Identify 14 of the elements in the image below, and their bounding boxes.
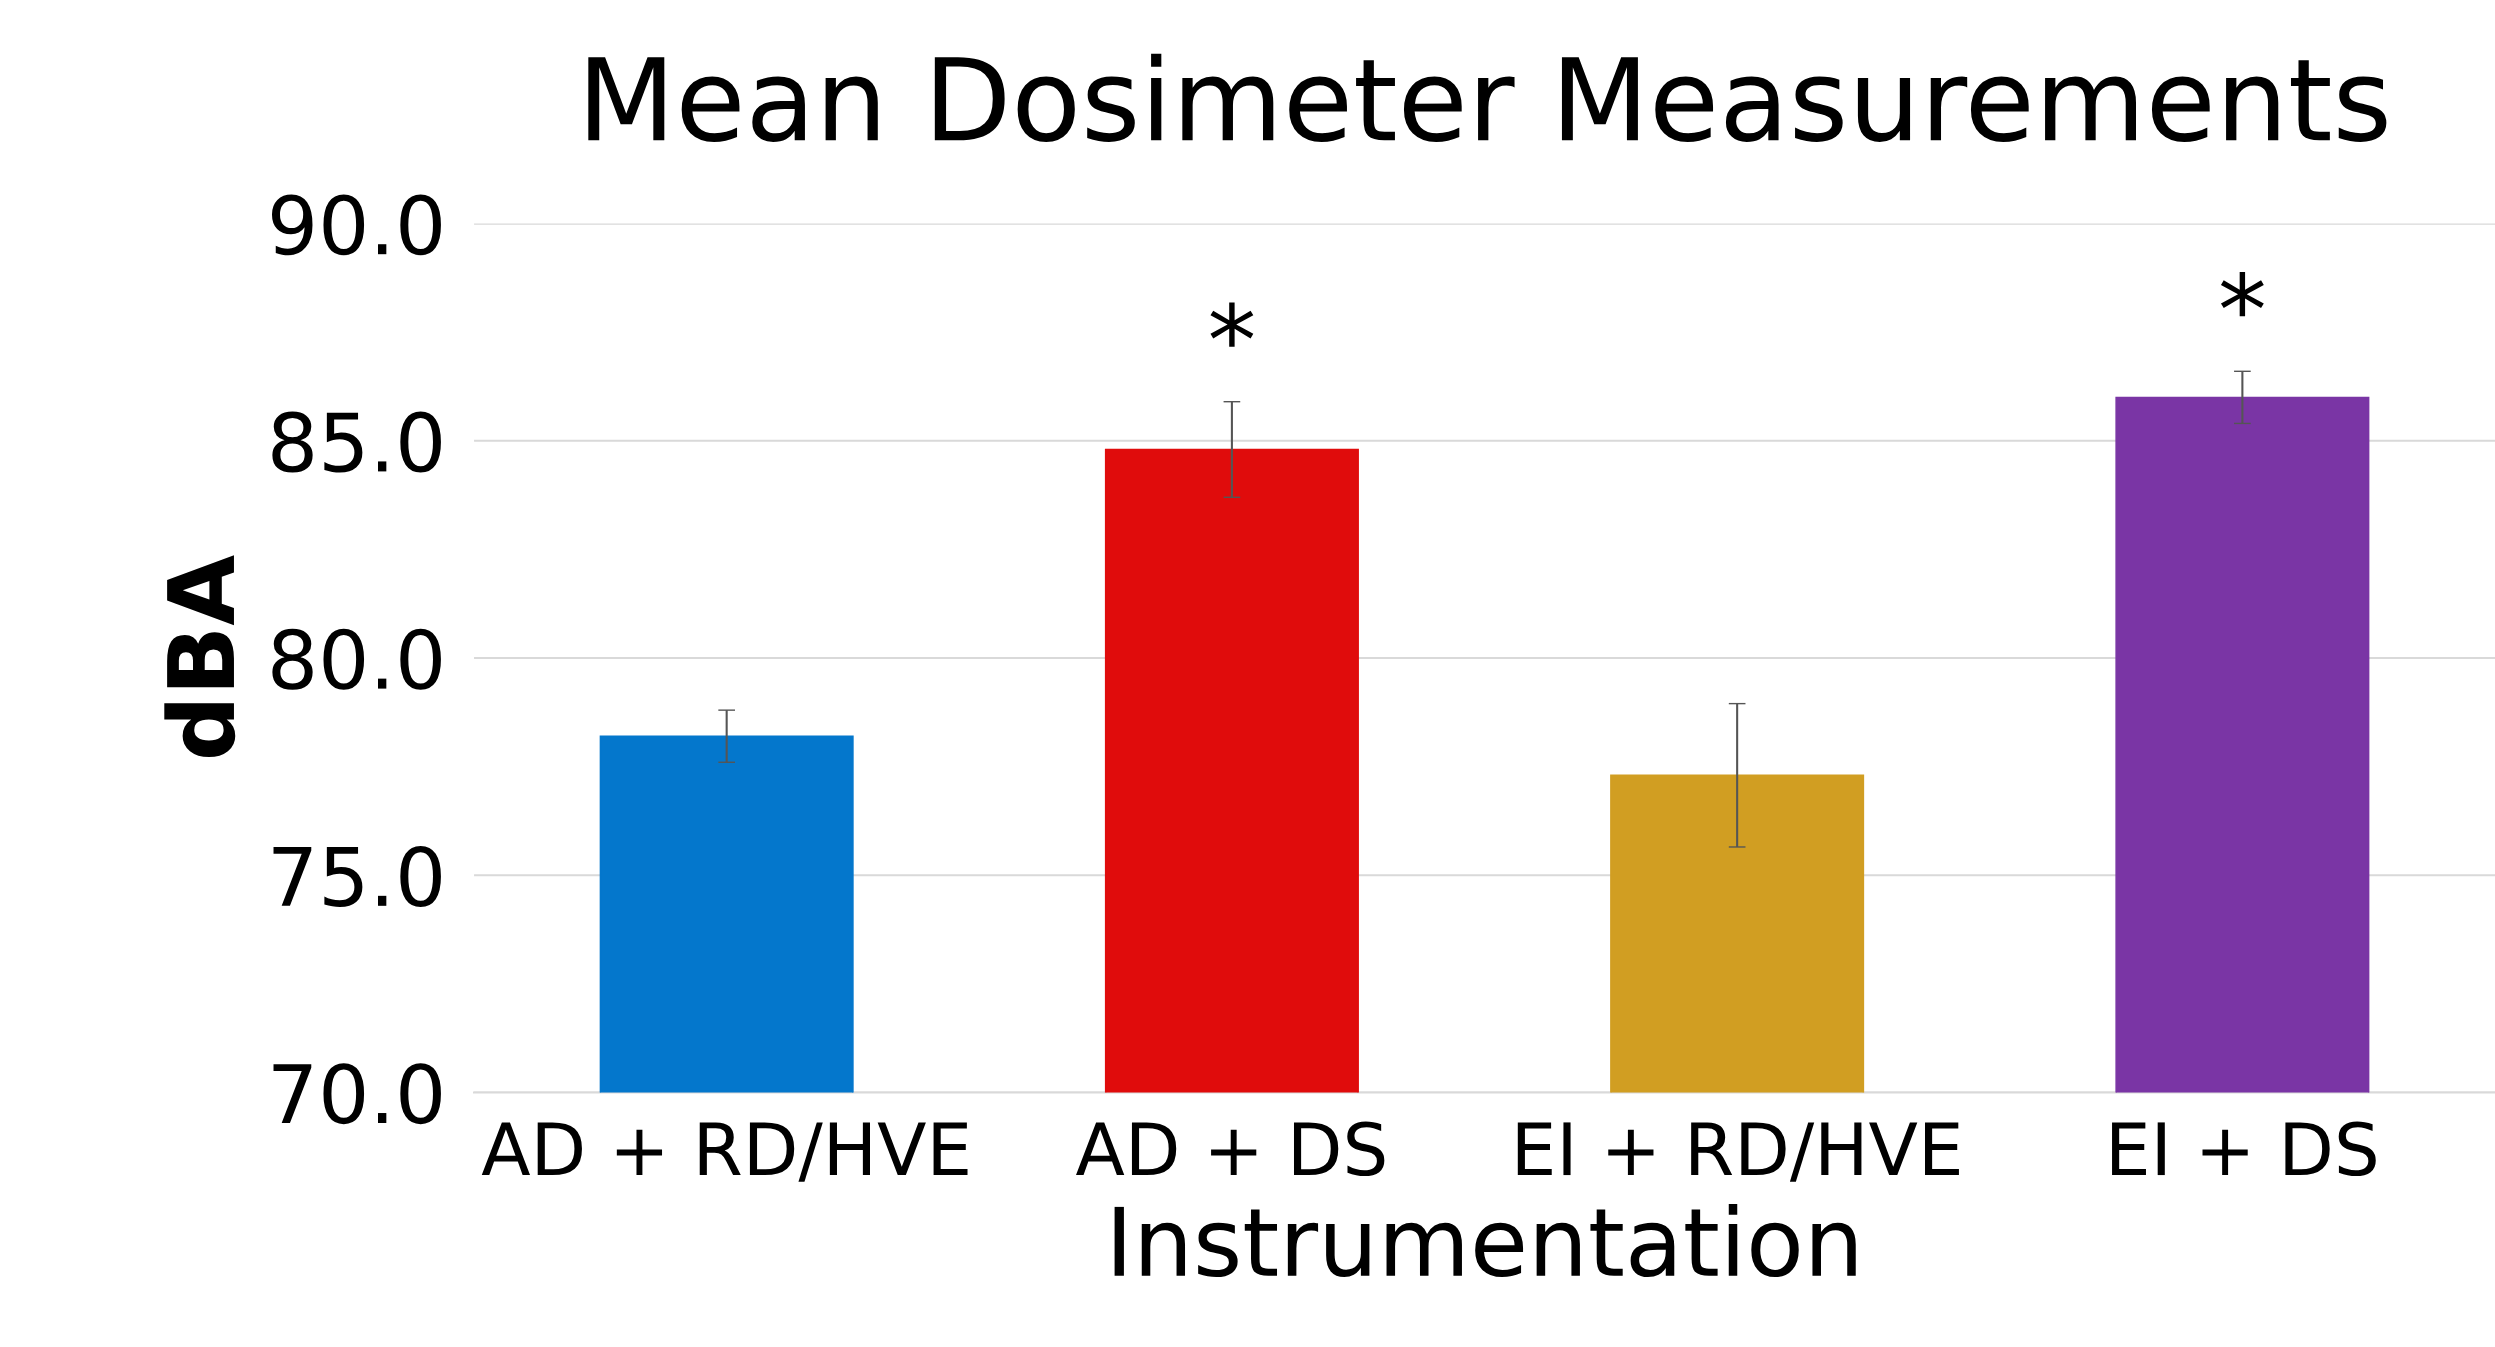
y-axis-title: dBA	[164, 555, 236, 758]
chart-title: Mean Dosimeter Measurements	[588, 53, 2387, 142]
x-tick-label: AD + DS	[1076, 1121, 1385, 1177]
y-tick-label: 85.0	[272, 411, 441, 473]
y-tick-label: 80.0	[272, 628, 441, 690]
x-axis-title: Instrumentation	[1114, 1203, 1856, 1278]
y-tick-label: 70.0	[273, 1063, 441, 1125]
x-tick-label: EI + RD/HVE	[1517, 1122, 1959, 1182]
y-tick-label: 90.0	[271, 194, 441, 256]
x-tick-label: AD + RD/HVE	[481, 1122, 968, 1182]
y-tick-label: 75.0	[273, 846, 441, 907]
annotation: *	[2220, 271, 2264, 317]
x-tick-label: EI + DS	[2112, 1121, 2376, 1177]
annotation: *	[1210, 302, 1254, 347]
